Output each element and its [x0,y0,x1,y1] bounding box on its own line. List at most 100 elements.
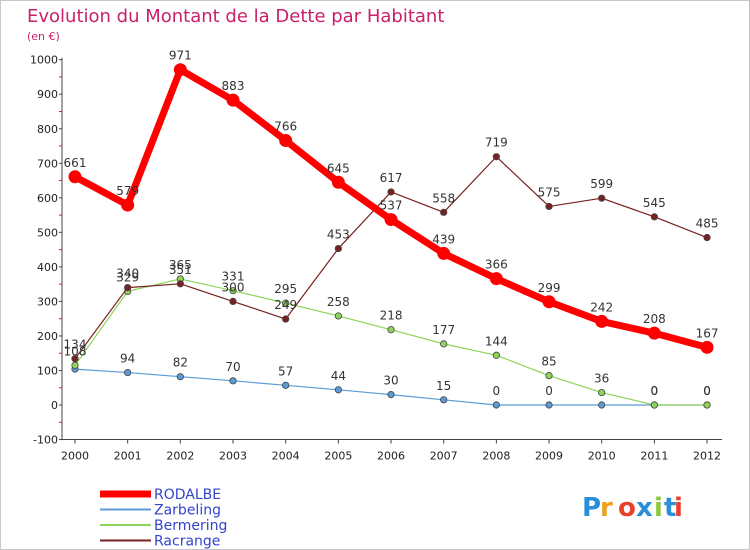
data-label-racrange: 575 [538,185,561,199]
y-tick-label: 700 [37,157,58,170]
data-label-zarbeling: 0 [545,384,553,398]
data-label-bermering: 0 [703,384,711,398]
data-point-rodalbe [121,198,135,212]
data-point-bermering [650,401,658,409]
data-point-racrange [229,297,237,306]
data-point-zarbeling [387,391,395,399]
data-label-racrange: 485 [696,217,719,231]
data-label-zarbeling: 94 [120,352,135,366]
y-tick-label: 900 [37,88,58,101]
y-tick-label: -100 [33,434,58,447]
data-point-bermering [703,401,711,409]
data-label-zarbeling: 70 [225,360,240,374]
data-point-racrange [334,244,342,253]
x-tick-label: 2009 [535,450,563,463]
data-label-bermering: 218 [380,309,403,323]
data-point-bermering [440,340,448,348]
data-point-bermering [282,299,290,307]
legend-label-rodalbe: RODALBE [154,487,221,503]
x-tick-label: 2011 [640,450,668,463]
y-tick-label: 400 [37,261,58,274]
data-point-bermering [598,388,606,397]
data-point-zarbeling [334,386,342,394]
data-label-bermering: 329 [116,270,139,284]
data-point-racrange [650,213,658,221]
y-tick-label: 100 [37,364,58,377]
x-tick-label: 2005 [324,450,352,463]
data-label-racrange: 599 [590,177,613,191]
data-label-bermering: 365 [169,258,192,272]
x-tick-label: 2008 [482,450,510,463]
data-label-rodalbe: 167 [696,326,719,340]
data-point-racrange [703,233,711,242]
data-label-zarbeling: 0 [703,384,711,398]
x-tick-label: 2003 [219,450,247,463]
data-label-racrange: 340 [116,267,139,281]
data-label-racrange: 719 [485,136,508,150]
legend-label-zarbeling: Zarbeling [154,503,221,519]
data-label-rodalbe: 766 [274,120,297,134]
data-point-zarbeling [124,368,132,377]
data-label-bermering: 258 [327,295,350,309]
data-point-bermering [229,287,237,295]
logo-letter: i [674,493,683,523]
y-tick-label: 0 [51,399,58,412]
proxiti-logo: Pr o x i ti [582,493,683,523]
data-point-racrange [282,315,290,323]
logo-letter: t [664,493,676,523]
chart-title: Evolution du Montant de la Dette par Hab… [27,6,444,27]
data-label-zarbeling: 82 [173,356,188,370]
data-point-bermering [71,361,79,369]
data-label-bermering: 0 [651,384,659,398]
data-label-zarbeling: 57 [278,364,293,378]
data-point-racrange [492,153,500,161]
data-label-bermering: 108 [64,344,87,358]
data-point-zarbeling [440,396,448,404]
data-label-rodalbe: 883 [222,79,245,93]
data-label-bermering: 85 [541,355,556,369]
data-point-bermering [334,312,342,320]
data-point-zarbeling [282,381,290,389]
data-point-rodalbe [700,340,714,354]
data-label-zarbeling: 0 [493,384,501,398]
logo-letter: i [654,493,663,523]
data-label-zarbeling: 15 [436,379,451,393]
data-point-bermering [545,372,553,380]
data-point-racrange [440,208,448,216]
data-point-rodalbe [279,134,293,148]
data-point-rodalbe [68,170,82,184]
y-tick-label: 800 [37,123,58,136]
data-point-rodalbe [384,213,398,227]
axes: -100010020030040050060070080090010002000… [30,54,722,463]
y-tick-label: 1000 [30,54,58,67]
y-tick-label: 200 [37,330,58,343]
data-label-rodalbe: 579 [116,184,139,198]
data-label-racrange: 134 [64,338,87,352]
x-tick-label: 2006 [377,450,405,463]
x-tick-label: 2012 [693,450,721,463]
data-label-rodalbe: 366 [485,258,508,272]
data-point-rodalbe [542,295,556,309]
data-label-racrange: 617 [380,171,403,185]
data-label-zarbeling: 44 [331,369,346,383]
data-label-bermering: 295 [274,282,297,296]
logo-letter: P [582,493,601,523]
x-tick-label: 2007 [430,450,458,463]
data-label-rodalbe: 242 [590,300,613,314]
x-tick-label: 2002 [166,450,194,463]
data-point-rodalbe [173,63,187,77]
data-label-racrange: 558 [432,191,455,205]
data-label-bermering: 331 [222,270,245,284]
y-tick-label: 300 [37,295,58,308]
data-point-rodalbe [647,326,661,340]
data-point-racrange [545,202,553,211]
data-point-bermering [387,326,395,334]
data-point-zarbeling [598,401,606,409]
data-label-bermering: 177 [432,323,455,337]
data-label-racrange: 545 [643,196,666,210]
logo-letter: x [636,493,653,523]
data-label-zarbeling: 30 [383,374,398,388]
